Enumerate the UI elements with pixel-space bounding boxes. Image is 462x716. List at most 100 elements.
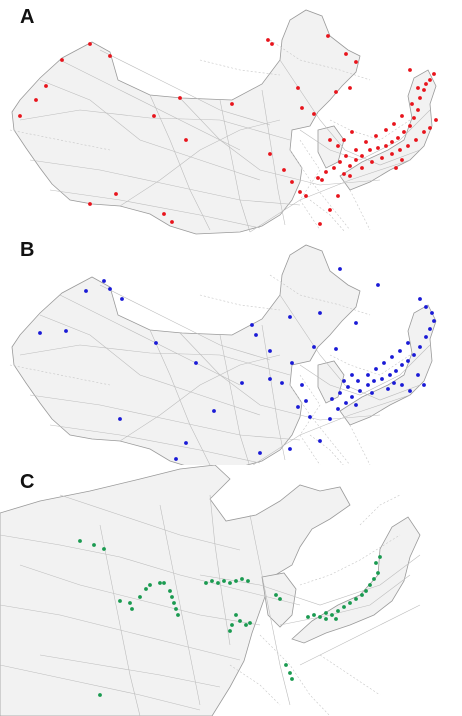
data-point (398, 148, 402, 152)
network-line-dashed (349, 424, 371, 465)
data-point (334, 617, 338, 621)
data-point (378, 555, 382, 559)
data-point (290, 361, 294, 365)
data-point (428, 126, 432, 130)
data-point (424, 82, 428, 86)
data-point (168, 589, 172, 593)
network-line-dashed (259, 634, 331, 716)
network-line (119, 119, 281, 207)
data-point (354, 60, 358, 64)
network-line (49, 424, 261, 464)
data-point (348, 601, 352, 605)
network-line-dashed (349, 189, 371, 231)
data-point (204, 581, 208, 585)
data-point (416, 373, 420, 377)
network-line-dashed (269, 274, 371, 316)
data-point (328, 138, 332, 142)
network-line (19, 109, 291, 141)
network-line (49, 189, 261, 229)
data-point (430, 311, 434, 315)
data-point (318, 439, 322, 443)
data-point (144, 587, 148, 591)
data-point (344, 154, 348, 158)
data-point (212, 409, 216, 413)
data-point (244, 623, 248, 627)
network-line (19, 564, 261, 626)
data-point (434, 118, 438, 122)
data-point (406, 144, 410, 148)
data-point (228, 629, 232, 633)
data-point (320, 178, 324, 182)
data-point (406, 341, 410, 345)
data-point (422, 88, 426, 92)
data-point (358, 389, 362, 393)
data-point (328, 417, 332, 421)
network-line (219, 334, 250, 465)
data-point (34, 98, 38, 102)
data-point (408, 389, 412, 393)
network-line (279, 59, 421, 166)
data-point (342, 379, 346, 383)
data-point (154, 341, 158, 345)
data-point (376, 571, 380, 575)
network-line-dashed (299, 139, 321, 231)
data-point (176, 613, 180, 617)
data-point (290, 677, 294, 681)
data-point (78, 539, 82, 543)
data-point (88, 202, 92, 206)
data-point (174, 457, 178, 461)
data-point (18, 114, 22, 118)
data-point (318, 615, 322, 619)
network-line (99, 524, 141, 716)
network-line-dashed (329, 354, 411, 376)
panel-label-b: B (20, 239, 35, 261)
data-point (398, 349, 402, 353)
data-point (354, 158, 358, 162)
data-point (392, 122, 396, 126)
data-point (170, 595, 174, 599)
data-point (354, 597, 358, 601)
network-line (59, 494, 241, 551)
data-point (338, 160, 342, 164)
data-point (424, 305, 428, 309)
data-point (246, 579, 250, 583)
data-point (350, 130, 354, 134)
data-point (44, 84, 48, 88)
data-point (338, 267, 342, 271)
data-point (408, 124, 412, 128)
data-point (348, 164, 352, 168)
data-point (386, 387, 390, 391)
data-point (334, 90, 338, 94)
network-line-dashed (329, 119, 411, 141)
network-line (0, 534, 301, 606)
data-point (410, 102, 414, 106)
data-point (118, 417, 122, 421)
point-layer-b (38, 267, 436, 461)
data-point (354, 321, 358, 325)
network-line (159, 504, 201, 706)
data-point (304, 194, 308, 198)
data-point (380, 377, 384, 381)
data-point (268, 377, 272, 381)
network-line (119, 354, 281, 442)
data-point (328, 208, 332, 212)
network-line (0, 664, 201, 711)
japan-landmass (339, 69, 437, 191)
data-point (414, 138, 418, 142)
data-point (38, 331, 42, 335)
data-point (412, 116, 416, 120)
data-point (370, 391, 374, 395)
data-point (288, 671, 292, 675)
data-point (254, 333, 258, 337)
data-point (360, 154, 364, 158)
map-panel-b: B (0, 235, 462, 465)
data-point (84, 289, 88, 293)
data-point (162, 581, 166, 585)
data-point (356, 379, 360, 383)
data-point (216, 581, 220, 585)
data-point (432, 72, 436, 76)
data-point (296, 86, 300, 90)
data-point (374, 561, 378, 565)
data-point (234, 613, 238, 617)
network-line (299, 344, 431, 396)
